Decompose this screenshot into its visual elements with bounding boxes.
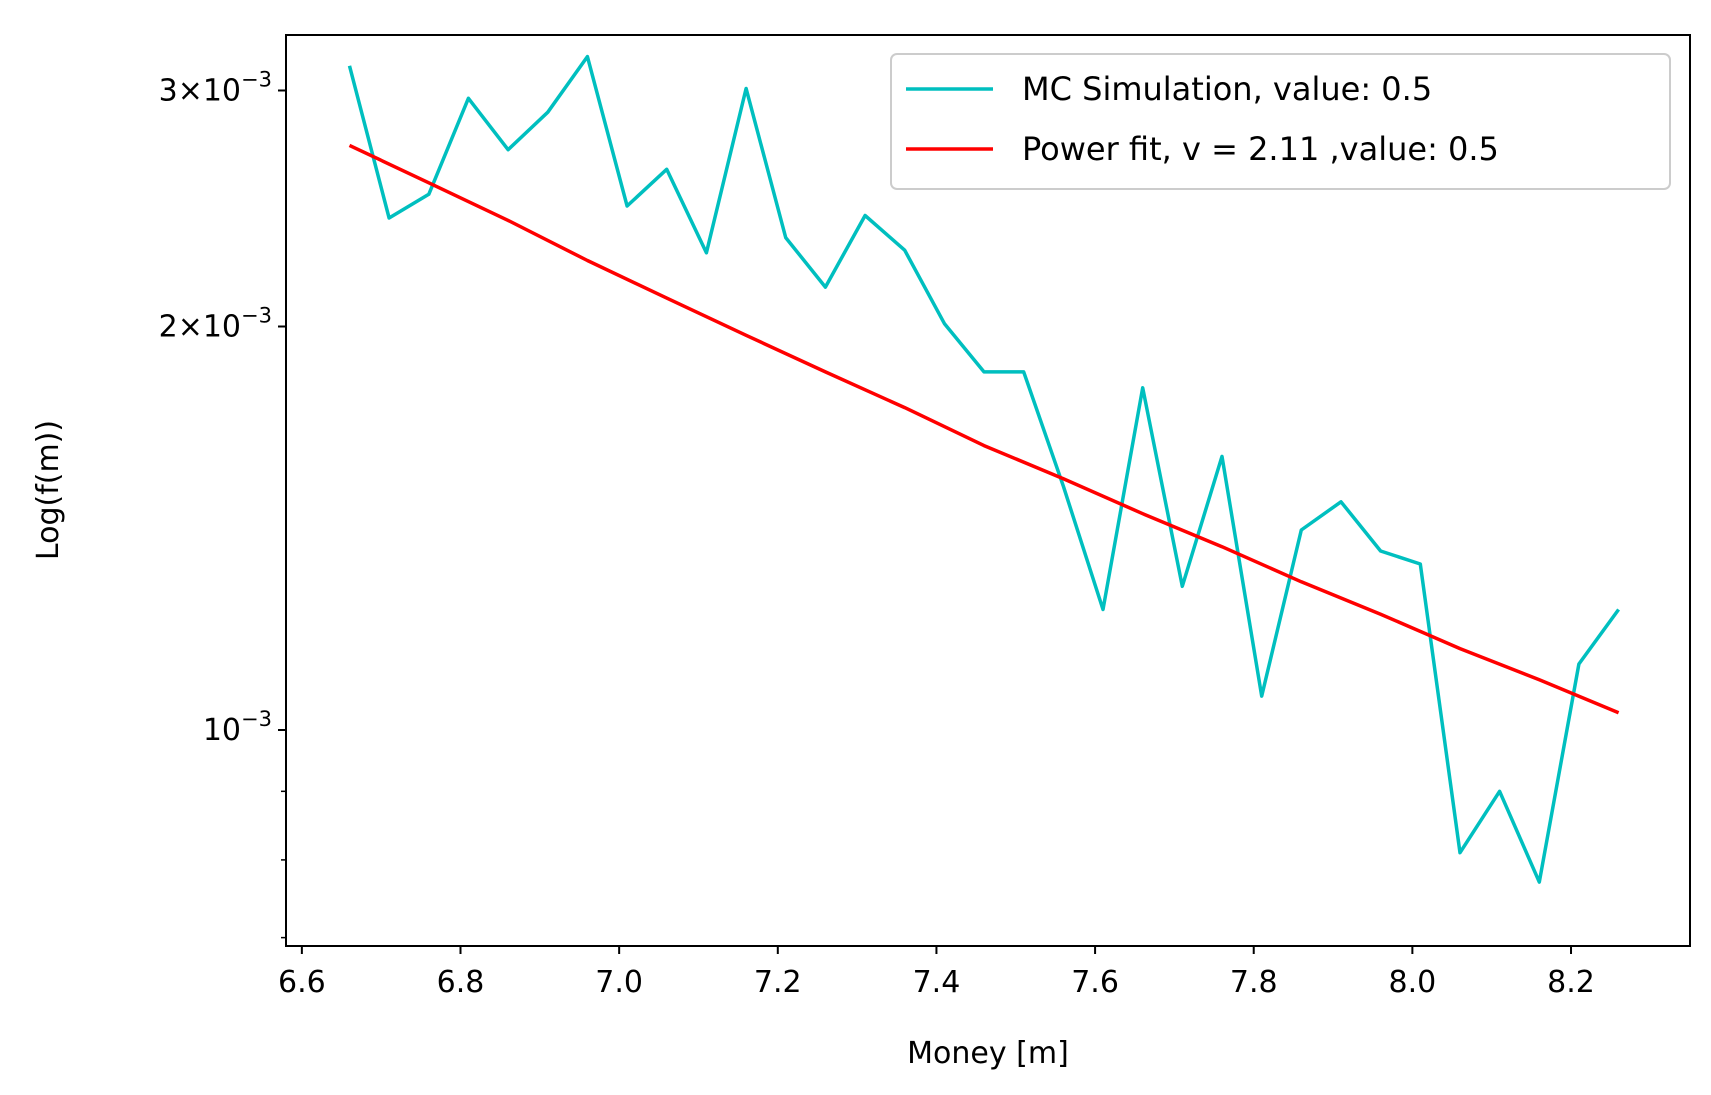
y-tick-label: 3×10−3 [159, 67, 272, 108]
y-tick-label: 2×10−3 [159, 304, 272, 345]
x-tick-label: 8.0 [1389, 965, 1437, 1000]
x-tick-label: 7.6 [1071, 965, 1119, 1000]
x-tick-label: 7.8 [1230, 965, 1278, 1000]
x-tick-label: 6.8 [437, 965, 485, 1000]
axes-frame [285, 34, 1691, 947]
x-tick-label: 7.4 [913, 965, 961, 1000]
legend-box [890, 53, 1671, 190]
legend: MC Simulation, value: 0.5 Power fit, v = … [890, 53, 1671, 190]
y-axis: 10−3 2×10−3 3×10−3 [159, 67, 286, 939]
series-line-1 [347, 54, 1621, 884]
x-tick-label: 8.2 [1547, 965, 1595, 1000]
series-line-2 [348, 143, 1620, 715]
x-axis-label: Money [m] [907, 1036, 1069, 1071]
y-axis-label: Log(f(m)) [31, 420, 66, 560]
legend-label-1: MC Simulation, value: 0.5 [1022, 70, 1432, 108]
x-tick-label: 6.6 [278, 965, 326, 1000]
x-tick-label: 7.2 [754, 965, 802, 1000]
x-axis: 6.6 6.8 7.0 7.2 7.4 7.6 7.8 8.0 8.2 [278, 946, 1595, 1000]
y-tick-label: 10−3 [203, 707, 272, 748]
plot-lines [347, 54, 1621, 884]
legend-label-2: Power fit, v = 2.11 ,value: 0.5 [1022, 130, 1499, 168]
x-tick-label: 7.0 [595, 965, 643, 1000]
